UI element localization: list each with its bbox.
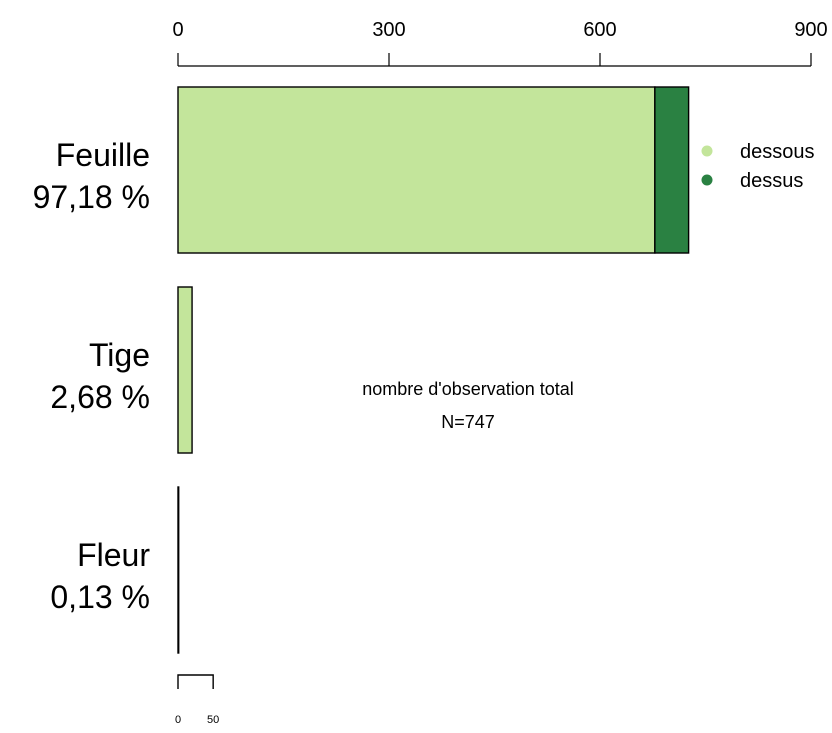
- x-tick-label: 900: [794, 19, 827, 41]
- bar-fleur-dessous: [177, 486, 180, 654]
- annotation-line-2: N=747: [441, 412, 495, 432]
- annotation-line-1: nombre d'observation total: [362, 379, 574, 399]
- x-tick-label: 600: [583, 19, 616, 41]
- bar-feuille-dessus: [654, 86, 690, 254]
- category-label-tige: Tige: [89, 337, 150, 373]
- category-percent-tige: 2,68 %: [50, 379, 150, 415]
- x-tick-label: 300: [372, 19, 405, 41]
- bar-tige-dessous: [177, 286, 193, 454]
- x-axis: 0 300 600 900: [172, 19, 828, 67]
- legend-label-dessous: dessous: [740, 141, 815, 163]
- scale-bar-label: 50: [207, 714, 219, 726]
- category-labels: Feuille 97,18 % Tige 2,68 % Fleur 0,13 %: [33, 137, 151, 615]
- annotation: nombre d'observation total N=747: [362, 379, 574, 432]
- legend-marker-dessus: [701, 174, 713, 186]
- x-tick-label: 0: [172, 19, 183, 41]
- category-percent-feuille: 97,18 %: [33, 179, 150, 215]
- category-percent-fleur: 0,13 %: [50, 579, 150, 615]
- bar-feuille-dessous: [177, 86, 656, 254]
- scale-bar-label: 0: [175, 714, 181, 726]
- category-label-fleur: Fleur: [77, 537, 150, 573]
- category-label-feuille: Feuille: [56, 137, 150, 173]
- legend-marker-dessous: [701, 145, 713, 157]
- legend-label-dessus: dessus: [740, 170, 803, 192]
- scale-bar: 0 50: [175, 674, 219, 726]
- bars: [177, 86, 690, 654]
- legend: dessous dessus: [701, 141, 815, 192]
- scale-bar-bracket: [177, 674, 214, 689]
